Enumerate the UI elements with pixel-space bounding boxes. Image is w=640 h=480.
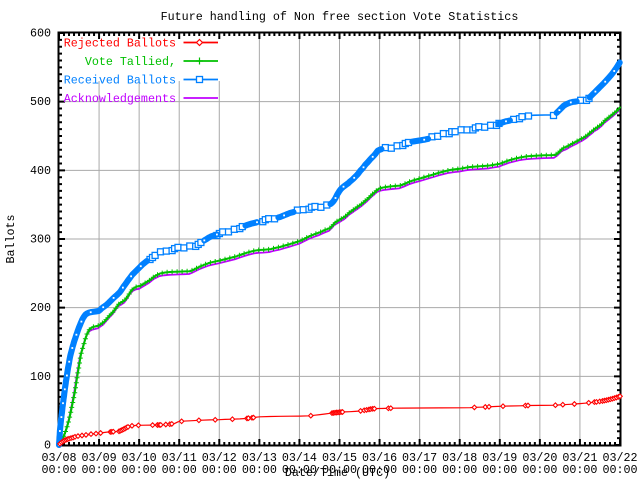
svg-text:Future handling of Non free se: Future handling of Non free section Vote…: [161, 10, 519, 24]
svg-text:Rejected Ballots: Rejected Ballots: [64, 37, 176, 51]
svg-text:00:00: 00:00: [162, 463, 197, 477]
svg-text:Acknowledgements: Acknowledgements: [64, 92, 176, 106]
svg-text:00:00: 00:00: [402, 463, 437, 477]
svg-text:03/10: 03/10: [122, 451, 157, 465]
svg-text:00:00: 00:00: [282, 463, 317, 477]
svg-text:00:00: 00:00: [202, 463, 237, 477]
svg-text:0: 0: [44, 439, 51, 453]
svg-text:00:00: 00:00: [562, 463, 597, 477]
svg-text:03/18: 03/18: [442, 451, 477, 465]
svg-text:03/13: 03/13: [242, 451, 277, 465]
svg-text:00:00: 00:00: [442, 463, 477, 477]
svg-text:Vote Tallied,: Vote Tallied,: [85, 55, 176, 69]
svg-text:03/14: 03/14: [282, 451, 317, 465]
svg-text:500: 500: [30, 95, 51, 109]
svg-text:03/09: 03/09: [82, 451, 117, 465]
svg-text:03/17: 03/17: [402, 451, 437, 465]
svg-text:00:00: 00:00: [602, 463, 637, 477]
svg-text:Ballots: Ballots: [4, 214, 18, 263]
svg-text:00:00: 00:00: [122, 463, 157, 477]
svg-text:03/22: 03/22: [602, 451, 637, 465]
svg-text:03/19: 03/19: [482, 451, 517, 465]
svg-text:00:00: 00:00: [482, 463, 517, 477]
svg-text:00:00: 00:00: [522, 463, 557, 477]
svg-text:00:00: 00:00: [362, 463, 397, 477]
svg-text:00:00: 00:00: [322, 463, 357, 477]
svg-text:03/21: 03/21: [562, 451, 597, 465]
svg-text:03/20: 03/20: [522, 451, 557, 465]
svg-text:200: 200: [30, 301, 51, 315]
svg-text:03/08: 03/08: [41, 451, 76, 465]
svg-text:00:00: 00:00: [242, 463, 277, 477]
svg-text:100: 100: [30, 370, 51, 384]
svg-text:400: 400: [30, 164, 51, 178]
svg-text:Received Ballots: Received Ballots: [64, 74, 176, 88]
svg-text:03/16: 03/16: [362, 451, 397, 465]
svg-text:03/12: 03/12: [202, 451, 237, 465]
svg-text:00:00: 00:00: [82, 463, 117, 477]
svg-text:Date/Time (UTC): Date/Time (UTC): [285, 466, 390, 480]
svg-text:600: 600: [30, 27, 51, 41]
svg-text:03/15: 03/15: [322, 451, 357, 465]
svg-text:300: 300: [30, 233, 51, 247]
svg-text:03/11: 03/11: [162, 451, 197, 465]
svg-text:00:00: 00:00: [41, 463, 76, 477]
